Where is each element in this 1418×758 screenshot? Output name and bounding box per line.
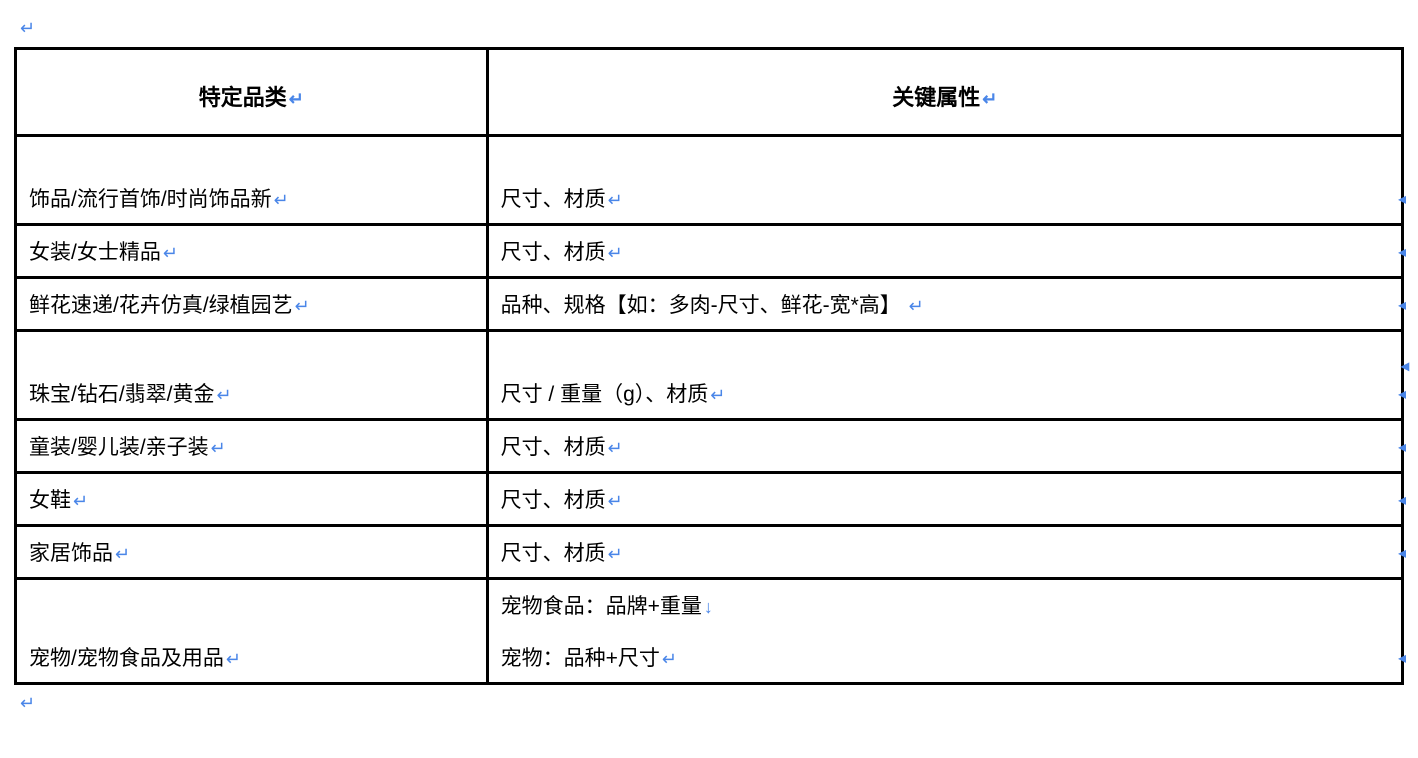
row-end-mark-icon: ◂ bbox=[1398, 437, 1406, 457]
header-attrs-label: 关键属性 bbox=[892, 85, 980, 110]
table-row: 宠物/宠物食品及用品↵宠物食品：品牌+重量↓宠物：品种+尺寸↵◂ bbox=[16, 579, 1403, 684]
category-text: 珠宝/钻石/翡翠/黄金 bbox=[29, 383, 215, 406]
cell-category: 女装/女士精品↵ bbox=[16, 225, 488, 278]
cell-category: 珠宝/钻石/翡翠/黄金↵ bbox=[16, 331, 488, 420]
cell-attrs: 尺寸、材质↵◂ bbox=[487, 225, 1402, 278]
cell-category: 女鞋↵ bbox=[16, 473, 488, 526]
row-end-mark-icon: ◂ bbox=[1398, 242, 1406, 262]
table-row: 童装/婴儿装/亲子装↵尺寸、材质↵◂ bbox=[16, 420, 1403, 473]
linebreak-icon: ↓ bbox=[704, 597, 713, 618]
return-icon: ↵ bbox=[73, 491, 88, 512]
return-icon: ↵ bbox=[608, 438, 623, 459]
return-icon: ↵ bbox=[295, 296, 310, 317]
table-row: 家居饰品↵尺寸、材质↵◂ bbox=[16, 526, 1403, 579]
cell-attrs: 宠物食品：品牌+重量↓宠物：品种+尺寸↵◂ bbox=[487, 579, 1402, 684]
table-row: 珠宝/钻石/翡翠/黄金↵尺寸 / 重量（g）、材质↵◂ bbox=[16, 331, 1403, 420]
paragraph-mark-icon: ↵ bbox=[20, 693, 35, 714]
attrs-text: 品种、规格【如：多肉-尺寸、鲜花-宽*高】 bbox=[501, 294, 907, 317]
category-text: 鲜花速递/花卉仿真/绿植园艺 bbox=[29, 294, 293, 317]
return-icon: ↵ bbox=[608, 190, 623, 211]
category-text: 女鞋 bbox=[29, 489, 71, 512]
attrs-text: 尺寸、材质 bbox=[501, 542, 606, 565]
category-text: 女装/女士精品 bbox=[29, 241, 161, 264]
cell-category: 饰品/流行首饰/时尚饰品新↵ bbox=[16, 136, 488, 225]
return-icon: ↵ bbox=[710, 385, 725, 406]
row-end-mark-icon: ◂ bbox=[1398, 295, 1406, 315]
return-icon: ↵ bbox=[115, 544, 130, 565]
table-header-row: 特定品类↵ 关键属性↵ ◂ bbox=[16, 49, 1403, 136]
header-category-label: 特定品类 bbox=[199, 85, 287, 110]
table-row: 女装/女士精品↵尺寸、材质↵◂ bbox=[16, 225, 1403, 278]
cell-category: 宠物/宠物食品及用品↵ bbox=[16, 579, 488, 684]
row-end-mark-icon: ◂ bbox=[1398, 490, 1406, 510]
cell-category: 家居饰品↵ bbox=[16, 526, 488, 579]
return-icon: ↵ bbox=[982, 89, 997, 110]
table-row: 女鞋↵尺寸、材质↵◂ bbox=[16, 473, 1403, 526]
return-icon: ↵ bbox=[289, 89, 304, 110]
return-icon: ↵ bbox=[226, 649, 241, 670]
cell-category: 童装/婴儿装/亲子装↵ bbox=[16, 420, 488, 473]
table-body: 饰品/流行首饰/时尚饰品新↵尺寸、材质↵◂女装/女士精品↵尺寸、材质↵◂鲜花速递… bbox=[16, 136, 1403, 684]
return-icon: ↵ bbox=[608, 243, 623, 264]
paragraph-mark-icon: ↵ bbox=[20, 18, 35, 39]
category-text: 家居饰品 bbox=[29, 542, 113, 565]
attrs-text: 尺寸、材质 bbox=[501, 241, 606, 264]
row-end-mark-icon: ◂ bbox=[1398, 189, 1406, 209]
category-text: 童装/婴儿装/亲子装 bbox=[29, 436, 209, 459]
attrs-text: 尺寸 / 重量（g）、材质 bbox=[501, 383, 709, 406]
header-attrs: 关键属性↵ ◂ bbox=[487, 49, 1402, 136]
table-container: 特定品类↵ 关键属性↵ ◂ 饰品/流行首饰/时尚饰品新↵尺寸、材质↵◂女装/女士… bbox=[14, 47, 1404, 685]
cell-attrs: 尺寸、材质↵◂ bbox=[487, 136, 1402, 225]
cell-attrs: 尺寸 / 重量（g）、材质↵◂ bbox=[487, 331, 1402, 420]
cell-attrs: 品种、规格【如：多肉-尺寸、鲜花-宽*高】 ↵◂ bbox=[487, 278, 1402, 331]
cell-attrs: 尺寸、材质↵◂ bbox=[487, 473, 1402, 526]
attrs-text: 尺寸、材质 bbox=[501, 188, 606, 211]
document-page: ↵ 特定品类↵ 关键属性↵ ◂ bbox=[0, 0, 1418, 732]
category-text: 饰品/流行首饰/时尚饰品新 bbox=[29, 188, 272, 211]
row-end-mark-icon: ◂ bbox=[1398, 543, 1406, 563]
cell-attrs: 尺寸、材质↵◂ bbox=[487, 420, 1402, 473]
row-end-mark-icon: ◂ bbox=[1398, 384, 1406, 404]
category-text: 宠物/宠物食品及用品 bbox=[29, 647, 224, 670]
attrs-text: 尺寸、材质 bbox=[501, 489, 606, 512]
header-category: 特定品类↵ bbox=[16, 49, 488, 136]
return-icon: ↵ bbox=[608, 491, 623, 512]
cell-category: 鲜花速递/花卉仿真/绿植园艺↵ bbox=[16, 278, 488, 331]
return-icon: ↵ bbox=[217, 385, 232, 406]
attrs-text: 尺寸、材质 bbox=[501, 436, 606, 459]
return-icon: ↵ bbox=[909, 296, 924, 317]
return-icon: ↵ bbox=[274, 190, 289, 211]
table-row: 饰品/流行首饰/时尚饰品新↵尺寸、材质↵◂ bbox=[16, 136, 1403, 225]
return-icon: ↵ bbox=[662, 649, 677, 670]
category-table: 特定品类↵ 关键属性↵ ◂ 饰品/流行首饰/时尚饰品新↵尺寸、材质↵◂女装/女士… bbox=[14, 47, 1404, 685]
table-row: 鲜花速递/花卉仿真/绿植园艺↵品种、规格【如：多肉-尺寸、鲜花-宽*高】 ↵◂ bbox=[16, 278, 1403, 331]
attrs-text: 宠物：品种+尺寸 bbox=[501, 647, 660, 670]
return-icon: ↵ bbox=[163, 243, 178, 264]
cell-attrs: 尺寸、材质↵◂ bbox=[487, 526, 1402, 579]
return-icon: ↵ bbox=[211, 438, 226, 459]
attrs-text: 宠物食品：品牌+重量 bbox=[501, 595, 702, 618]
row-end-mark-icon: ◂ bbox=[1398, 648, 1406, 668]
return-icon: ↵ bbox=[608, 544, 623, 565]
